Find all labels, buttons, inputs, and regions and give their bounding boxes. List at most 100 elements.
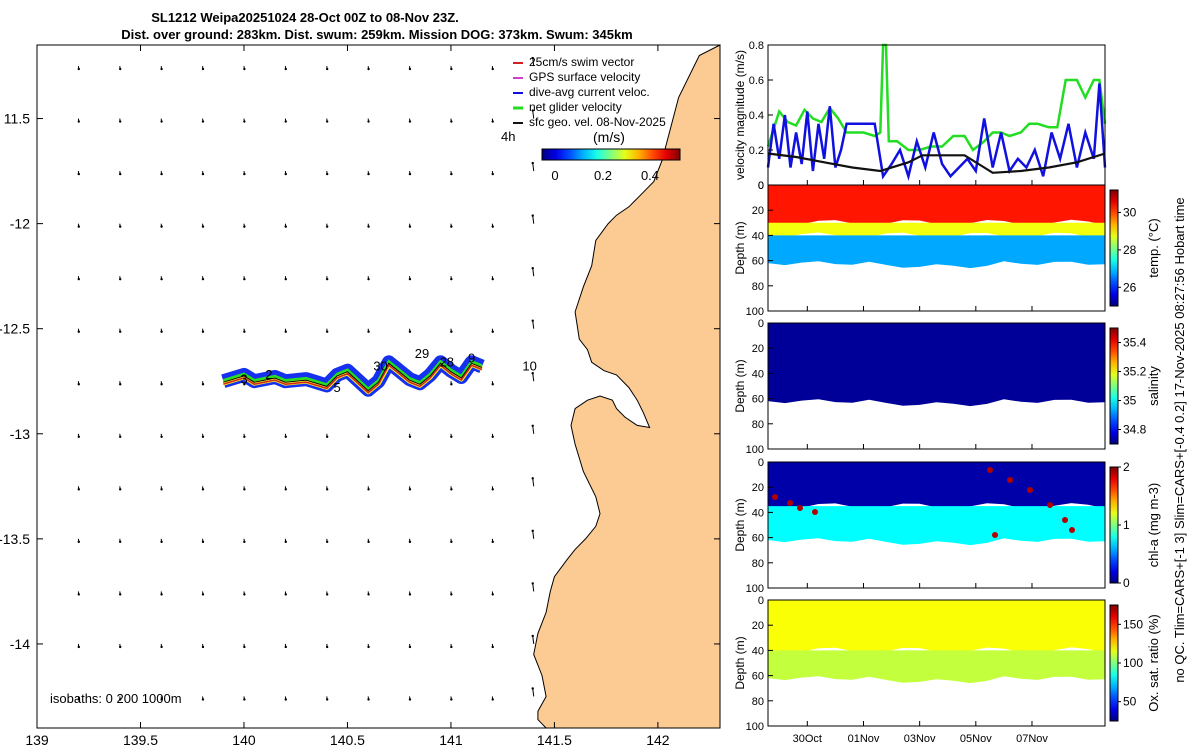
- time-tick-label: 03Nov: [904, 733, 936, 745]
- vector-arrow-head: [408, 277, 412, 281]
- vector-arrow-head: [160, 330, 163, 333]
- vector-arrow: [532, 583, 535, 592]
- vector-arrow-head: [491, 67, 494, 71]
- vector-arrow-head: [450, 645, 453, 649]
- section-layer: [768, 323, 1105, 407]
- vector-arrow: [532, 688, 535, 697]
- vector-arrow-head: [450, 593, 453, 596]
- velocity-line-net: [766, 43, 1107, 152]
- vector-arrow-head: [491, 593, 494, 596]
- velocity-y-tick-label: 0.4: [749, 110, 764, 122]
- section-layer: [768, 462, 1105, 510]
- track-swim-band: [222, 361, 483, 395]
- land-polygon: [533, 44, 721, 729]
- vector-arrow-head: [531, 634, 534, 638]
- map-y-tick-label: -14: [10, 636, 30, 652]
- colorbar-tick-label: 28: [1123, 243, 1137, 257]
- section-y-tick-label: 100: [746, 444, 764, 456]
- vector-arrow-head: [201, 225, 205, 228]
- colorbar-label: temp. (°C): [1146, 218, 1161, 277]
- section-frame: [767, 461, 1106, 589]
- vector-arrow-head: [284, 330, 287, 333]
- vector-arrow-head: [367, 698, 370, 701]
- vector-arrow-head: [201, 645, 205, 649]
- vector-arrow-head: [450, 120, 453, 123]
- vector-arrow-head: [325, 593, 329, 596]
- section-y-tick-label: 0: [758, 595, 764, 607]
- time-tick-label: 05Nov: [960, 733, 992, 745]
- vector-arrow: [532, 425, 535, 434]
- vector-arrow-head: [408, 698, 412, 701]
- vector-arrow-head: [243, 645, 246, 649]
- vector-arrow-head: [491, 698, 494, 701]
- track-day-label: 5: [333, 380, 340, 395]
- figure-title-line1: SL1212 Weipa20251024 28-Oct 00Z to 08-No…: [151, 10, 459, 25]
- section-frame: [767, 322, 1106, 450]
- colorbar-tick-label: 100: [1123, 656, 1143, 670]
- velocity-y-tick-label: 0.2: [749, 145, 764, 157]
- vector-arrow-head: [160, 540, 163, 544]
- section-ylabel: Depth (m): [733, 359, 747, 412]
- section-y-tick-label: 0: [758, 180, 764, 192]
- vector-arrow-head: [450, 225, 453, 228]
- colorbar-tick-label: 0: [1123, 576, 1130, 590]
- vector-arrow-head: [531, 372, 534, 375]
- section-y-tick-label: 80: [752, 696, 764, 708]
- time-axis: 30Oct 01Nov 03Nov 05Nov 07Nov: [793, 733, 1049, 745]
- vector-arrow-head: [491, 277, 494, 281]
- vector-arrow-head: [367, 172, 370, 176]
- chla-hotspot: [1027, 487, 1033, 493]
- vector-arrow-head: [243, 435, 246, 438]
- vector-arrow-head: [491, 383, 494, 386]
- section-y-tick-label: 80: [752, 558, 764, 570]
- vector-arrow-head: [77, 698, 80, 701]
- vector-arrow: [532, 373, 535, 382]
- section-colorbar: [1109, 327, 1119, 445]
- vector-arrow-head: [408, 330, 412, 333]
- velocity-series: [766, 43, 1107, 181]
- track-day-label: 29: [415, 346, 429, 361]
- vector-arrow-head: [118, 540, 122, 544]
- section-y-tick-label: 20: [752, 205, 764, 217]
- map-y-tick-label: -13: [10, 426, 30, 442]
- vector-arrow-head: [408, 645, 412, 649]
- vector-arrow-head: [243, 330, 246, 333]
- section-layer: [768, 650, 1105, 684]
- vector-arrow-head: [367, 540, 370, 544]
- colorbar-tick-label: 35.4: [1123, 336, 1147, 350]
- vector-arrow-head: [325, 488, 329, 491]
- vector-arrow-head: [77, 593, 80, 596]
- vector-arrow-head: [450, 67, 453, 71]
- map-x-tick-label: 139.5: [123, 732, 158, 748]
- section-frame: [767, 599, 1106, 727]
- chla-hotspot: [787, 500, 793, 506]
- vector-arrow-head: [408, 67, 412, 71]
- map-y-tick-label: -13.5: [0, 531, 30, 547]
- vector-arrow-head: [325, 67, 329, 71]
- vector-arrow-head: [531, 109, 534, 112]
- velocity-y-tick-label: 0: [758, 180, 764, 192]
- section-y-tick-label: 60: [752, 256, 764, 268]
- vector-arrow-head: [77, 540, 80, 544]
- chla-hotspot: [1007, 477, 1013, 483]
- velocity-line-geo: [767, 152, 1106, 174]
- section-layer: [768, 222, 1105, 239]
- vector-arrow-head: [160, 698, 163, 701]
- vector-arrow-head: [450, 172, 453, 176]
- vector-arrow-head: [243, 488, 246, 491]
- vector-arrow: [532, 57, 535, 67]
- vector-arrow-head: [531, 424, 534, 427]
- velocity-line-current: [766, 83, 1107, 181]
- map-colorbar-tick-2: 0.4: [641, 168, 659, 183]
- vector-arrow-head: [77, 488, 80, 491]
- vector-arrow-head: [118, 172, 122, 176]
- section-layer: [768, 506, 1105, 546]
- vector-arrow-head: [408, 593, 412, 596]
- time-tick-label: 30Oct: [793, 733, 822, 745]
- vector-arrow-head: [284, 593, 287, 596]
- map-y-tick-label: -12: [10, 216, 30, 232]
- map-panel: 3 2 5 30 29 28 9 10 139 139.5 140 140.5 141 141.5 142…: [0, 44, 721, 748]
- vector-arrow-head: [118, 330, 122, 333]
- section-y-tick-label: 100: [746, 721, 764, 733]
